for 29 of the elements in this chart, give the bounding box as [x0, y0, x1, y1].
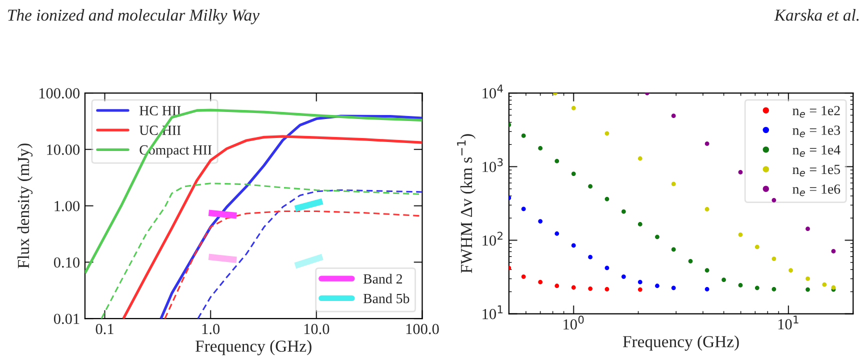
y-tick-label: 10$^{3}$	[482, 158, 503, 172]
legend-label: n$_{e}$ = 1e2	[792, 106, 840, 118]
legend-label: Band 5b	[363, 293, 410, 304]
legend-label: n$_{e}$ = 1e6	[792, 184, 840, 196]
x-tick-label: 10$^{0}$	[564, 316, 584, 330]
x-tick-label: 10$^{1}$	[778, 316, 798, 330]
y-tick-label: 0.10	[54, 257, 80, 268]
legend-label: n$_{e}$ = 1e4	[792, 145, 840, 157]
legend-label: n$_{e}$ = 1e5	[792, 164, 840, 176]
text: Karska et al.	[774, 9, 859, 21]
y-tick-label: 10.00	[47, 144, 80, 155]
x-tick-label: 1.0	[202, 324, 220, 334]
y-tick-label: 10$^{1}$	[482, 305, 503, 320]
y-tick-label: 1.00	[54, 200, 80, 212]
y-tick-label: 100.00	[39, 88, 80, 99]
y-axis-title: FWHM Δv (km s$^{−1}$)	[457, 134, 476, 274]
legend-label: n$_{e}$ = 1e3	[792, 126, 840, 138]
legend-label: HC HII	[140, 106, 181, 116]
x-tick-label: 100.0	[406, 324, 439, 334]
x-axis-title: Frequency (GHz)	[196, 340, 312, 356]
legend-label: Band 2	[363, 274, 402, 284]
y-tick-label: 0.01	[54, 314, 80, 324]
y-tick-label: 10$^{2}$	[482, 232, 502, 246]
y-axis-title: Flux density (mJy)	[17, 144, 33, 268]
text: The ionized and molecular Milky Way	[8, 9, 260, 24]
x-axis-title: Frequency (GHz)	[622, 336, 739, 351]
x-tick-label: 0.1	[96, 324, 114, 334]
x-tick-label: 10.0	[304, 324, 330, 334]
y-tick-label: 10$^{4}$	[482, 84, 503, 98]
